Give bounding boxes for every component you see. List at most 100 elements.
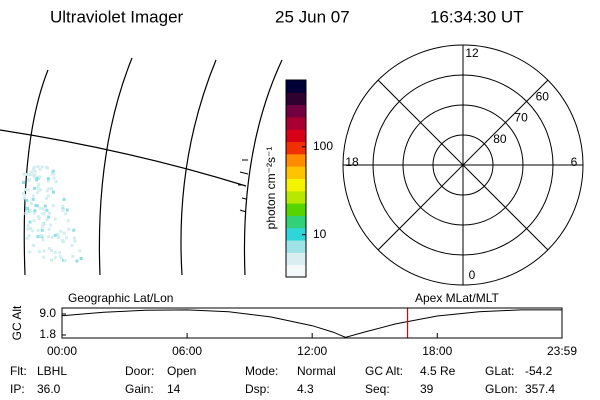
aurora-pixel — [30, 170, 34, 174]
colorbar-cell — [286, 203, 306, 216]
info-value: 14 — [167, 382, 181, 396]
time: 16:34:30 UT — [430, 7, 524, 26]
colorbar-cell — [286, 215, 306, 229]
info-label: GLon: — [485, 382, 518, 396]
aurora-pixel — [72, 236, 76, 240]
polar-ring-label: 70 — [514, 111, 528, 125]
aurora-pixel — [38, 167, 42, 171]
info-value: LBHL — [37, 364, 67, 378]
aurora-pixel — [53, 251, 57, 255]
colorbar-cell — [286, 141, 306, 155]
colorbar-cell — [286, 166, 306, 179]
info-value: 4.3 — [297, 382, 314, 396]
aurora-pixel — [52, 172, 56, 176]
colorbar-cell — [286, 80, 306, 93]
aurora-pixel — [23, 188, 27, 192]
info-value: 4.5 Re — [420, 364, 456, 378]
aurora-pixel — [38, 175, 42, 179]
aurora-pixel — [37, 250, 41, 254]
aurora-pixel — [51, 169, 55, 173]
aurora-pixel — [32, 167, 35, 171]
aurora-pixel — [26, 224, 30, 228]
y-tick-label: 1.8 — [39, 327, 56, 341]
aurora-pixel — [31, 197, 35, 201]
aurora-pixel — [36, 228, 40, 232]
aurora-pixel — [49, 187, 53, 191]
colorbar-cell — [286, 104, 306, 118]
aurora-pixel — [27, 178, 31, 182]
aurora-pixel — [26, 188, 30, 192]
aurora-pixel — [46, 166, 49, 170]
aurora-pixel — [37, 188, 41, 192]
aurora-pixel — [47, 215, 51, 219]
aurora-pixel — [43, 204, 47, 208]
coastline — [238, 159, 249, 213]
aurora-pixel — [50, 249, 53, 252]
colorbar-tick-label: 100 — [313, 139, 333, 153]
aurora-pixel — [46, 177, 50, 181]
info-label: Dsp: — [245, 382, 270, 396]
aurora-pixel — [75, 259, 79, 263]
aurora-pixel — [58, 255, 62, 259]
aurora-pixel — [51, 204, 55, 208]
aurora-pixel — [64, 212, 68, 216]
aurora-pixel — [41, 223, 45, 226]
aurora-pixel — [37, 215, 40, 219]
aurora-pixel — [33, 175, 37, 179]
colorbar-cell — [286, 252, 306, 266]
info-value: 357.4 — [525, 382, 555, 396]
aurora-pixel — [48, 211, 51, 215]
y-tick-label: 9.0 — [39, 306, 56, 320]
date: 25 Jun 07 — [275, 7, 350, 26]
colorbar-cell — [286, 129, 306, 143]
info-value: -54.2 — [525, 364, 553, 378]
aurora-pixel — [38, 206, 42, 210]
polar-ring — [432, 134, 494, 196]
aurora-pixel — [32, 165, 36, 169]
aurora-pixel — [32, 243, 36, 247]
aurora-pixel — [60, 239, 64, 243]
colorbar-cell — [286, 190, 306, 204]
polar-ring-label: 80 — [493, 132, 507, 146]
aurora-pixel — [53, 256, 57, 260]
aurora-pixel — [53, 217, 57, 221]
aurora-pixel — [70, 243, 74, 247]
info-value: 39 — [420, 382, 434, 396]
aurora-pixel — [50, 258, 53, 262]
polar-grid — [342, 44, 584, 286]
aurora-pixel — [71, 254, 75, 258]
aurora-pixel — [25, 236, 29, 240]
plot-frame — [61, 307, 563, 339]
aurora-pixel — [28, 220, 32, 224]
aurora-pixel — [58, 251, 62, 255]
meridian — [98, 57, 133, 276]
info-label: GC Alt: — [365, 364, 403, 378]
aurora-pixel — [35, 191, 39, 195]
aurora-pixel — [24, 172, 28, 176]
aurora-pixel — [33, 173, 37, 177]
aurora-pixel — [33, 169, 37, 173]
aurora-pixel — [44, 196, 48, 200]
aurora-pixel — [45, 208, 49, 212]
aurora-pixel — [62, 197, 66, 201]
aurora-pixel — [46, 235, 50, 239]
aurora-pixel — [40, 228, 44, 232]
meridian — [180, 59, 217, 276]
aurora-pixel — [29, 227, 32, 230]
colorbar-cell — [286, 240, 306, 253]
aurora-pixel — [51, 190, 55, 194]
aurora-pixel — [47, 187, 51, 191]
colorbar-cell — [286, 92, 306, 106]
polar-ring-label: 60 — [536, 90, 550, 104]
aurora-pixel — [40, 224, 44, 228]
x-tick-label: 23:59 — [547, 344, 577, 358]
aurora-pixel — [59, 229, 63, 233]
parallel — [0, 129, 247, 187]
polar-mlt-label: 0 — [469, 268, 476, 282]
aurora-pixel — [28, 173, 32, 177]
aurora-pixel — [32, 211, 36, 215]
aurora-pixel — [66, 219, 70, 223]
aurora-pixel — [40, 165, 44, 169]
aurora-pixel — [28, 250, 32, 254]
